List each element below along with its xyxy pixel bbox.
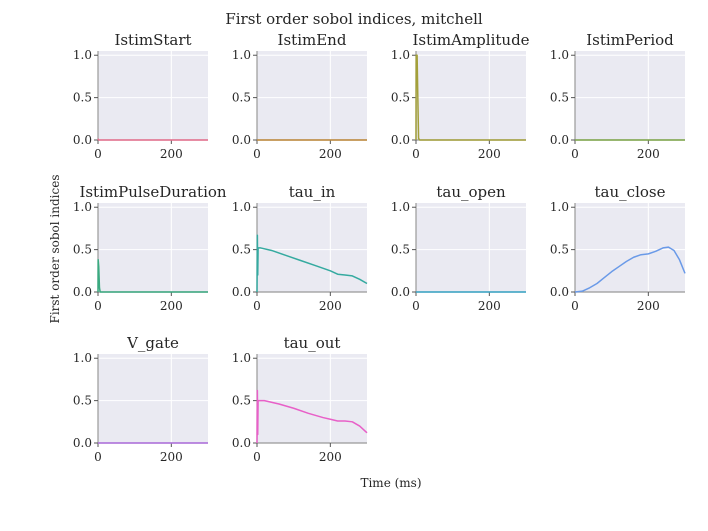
y-tick-label: 0.0 (232, 133, 251, 147)
plot-area (416, 203, 526, 292)
plot-area (257, 51, 367, 140)
y-tick-label: 0.0 (550, 133, 569, 147)
panel-tau_in: 0.0 0.5 1.0 0 200 tau_in (232, 183, 368, 313)
series-line-IstimAmplitude (415, 54, 526, 141)
panel-title: tau_close (595, 183, 666, 201)
panel-IstimPeriod: 0.0 0.5 1.0 0 200 IstimPeriod (550, 31, 685, 161)
y-axis-label: First order sobol indices (48, 175, 62, 324)
y-tick-label: 1.0 (550, 48, 569, 62)
plot-area (98, 354, 208, 443)
panel-title: tau_out (284, 334, 341, 352)
plot-area (257, 354, 367, 443)
x-tick-label: 0 (94, 147, 102, 161)
x-tick-label: 200 (160, 147, 183, 161)
panel-title: IstimPeriod (586, 31, 674, 49)
y-tick-label: 0.0 (232, 285, 251, 299)
x-tick-label: 0 (253, 299, 261, 313)
panel-IstimAmplitude: 0.0 0.5 1.0 0 200 IstimAmplitude (391, 31, 530, 161)
panel-IstimEnd: 0.0 0.5 1.0 0 200 IstimEnd (232, 31, 367, 161)
y-tick-label: 0.0 (391, 133, 410, 147)
y-tick-label: 0.5 (73, 91, 92, 105)
panel-tau_open: 0.0 0.5 1.0 0 200 tau_open (391, 183, 526, 313)
panel-title: V_gate (126, 334, 179, 352)
x-tick-label: 200 (478, 147, 501, 161)
x-axis-label: Time (ms) (360, 476, 421, 490)
plot-area (575, 51, 685, 140)
series-line-tau_out (256, 389, 368, 444)
panels-grid: 0.0 0.5 1.0 0 200 IstimStart 0.0 0.5 1.0 0 200 Isti… (73, 31, 686, 464)
x-tick-label: 0 (571, 299, 579, 313)
panel-IstimPulseDuration: 0.0 0.5 1.0 0 200 IstimPulseDuration (73, 183, 227, 313)
panel-title: IstimEnd (278, 31, 347, 49)
x-tick-label: 0 (412, 147, 420, 161)
series-line-IstimStart (97, 138, 208, 141)
plot-area (416, 51, 526, 140)
y-tick-label: 1.0 (232, 351, 251, 365)
y-tick-label: 0.5 (391, 91, 410, 105)
y-tick-label: 1.0 (73, 351, 92, 365)
panel-IstimStart: 0.0 0.5 1.0 0 200 IstimStart (73, 31, 208, 161)
y-tick-label: 0.5 (550, 91, 569, 105)
panel-tau_close: 0.0 0.5 1.0 0 200 tau_close (550, 183, 686, 313)
panel-title: IstimAmplitude (412, 31, 529, 49)
x-tick-label: 0 (253, 450, 261, 464)
y-tick-label: 1.0 (73, 48, 92, 62)
y-tick-label: 0.5 (550, 243, 569, 257)
y-tick-label: 1.0 (391, 48, 410, 62)
y-tick-label: 0.0 (73, 436, 92, 450)
panel-title: IstimStart (114, 31, 191, 49)
panel-tau_out: 0.0 0.5 1.0 0 200 tau_out (232, 334, 368, 464)
y-tick-label: 0.0 (232, 436, 251, 450)
x-tick-label: 200 (160, 450, 183, 464)
panel-title: tau_in (289, 183, 336, 201)
y-tick-label: 0.5 (232, 243, 251, 257)
y-tick-label: 0.0 (391, 285, 410, 299)
y-tick-label: 0.5 (232, 394, 251, 408)
y-tick-label: 1.0 (73, 200, 92, 214)
plot-area (257, 203, 367, 292)
x-tick-label: 200 (319, 299, 342, 313)
y-tick-label: 0.5 (232, 91, 251, 105)
y-tick-label: 0.5 (391, 243, 410, 257)
x-tick-label: 200 (319, 147, 342, 161)
y-tick-label: 1.0 (391, 200, 410, 214)
x-tick-label: 200 (478, 299, 501, 313)
series-line-tau_close (574, 246, 686, 293)
panel-title: tau_open (436, 183, 506, 201)
panel-V_gate: 0.0 0.5 1.0 0 200 V_gate (73, 334, 208, 464)
x-tick-label: 200 (319, 450, 342, 464)
series-line-IstimPulseDuration (97, 259, 208, 293)
y-tick-label: 0.5 (73, 243, 92, 257)
plot-area (98, 203, 208, 292)
y-tick-label: 0.5 (73, 394, 92, 408)
y-tick-label: 0.0 (550, 285, 569, 299)
x-tick-label: 0 (412, 299, 420, 313)
x-tick-label: 0 (94, 450, 102, 464)
x-tick-label: 0 (253, 147, 261, 161)
plot-area (98, 51, 208, 140)
panel-title: IstimPulseDuration (79, 183, 226, 201)
x-tick-label: 200 (637, 299, 660, 313)
y-tick-label: 1.0 (550, 200, 569, 214)
x-tick-label: 200 (637, 147, 660, 161)
x-tick-label: 0 (94, 299, 102, 313)
series-line-tau_in (256, 234, 368, 293)
y-tick-label: 0.0 (73, 133, 92, 147)
x-tick-label: 0 (571, 147, 579, 161)
y-tick-label: 0.0 (73, 285, 92, 299)
x-tick-label: 200 (160, 299, 183, 313)
y-tick-label: 1.0 (232, 48, 251, 62)
y-tick-label: 1.0 (232, 200, 251, 214)
figure-title: First order sobol indices, mitchell (225, 10, 483, 28)
